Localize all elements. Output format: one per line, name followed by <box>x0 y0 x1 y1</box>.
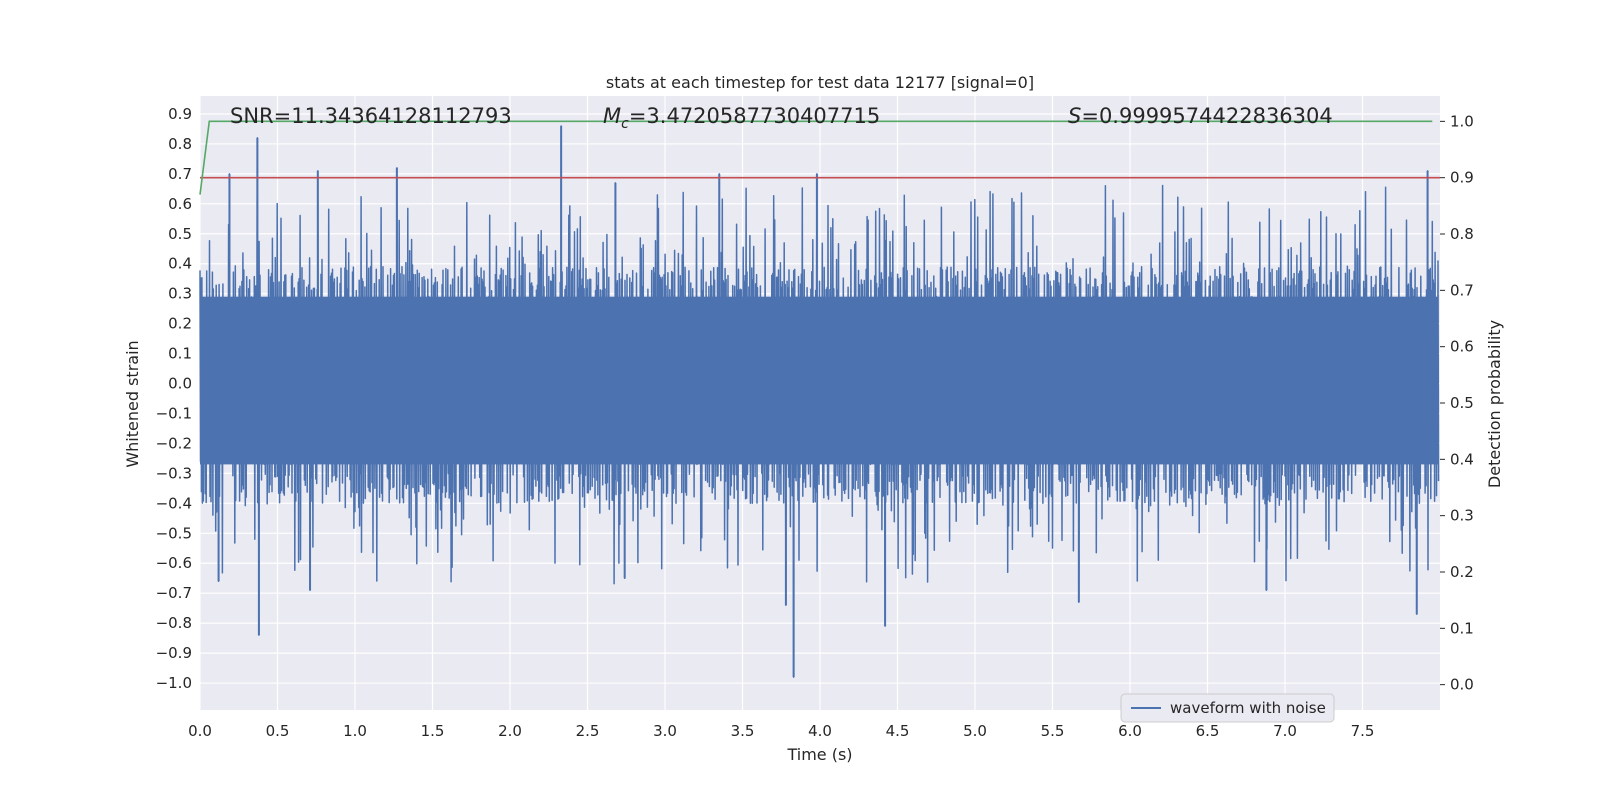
y2-tick-label: 0.2 <box>1450 563 1474 581</box>
x-tick-label: 7.0 <box>1273 722 1297 740</box>
legend: waveform with noise <box>1120 693 1335 723</box>
y-tick-label: 0.8 <box>168 135 192 153</box>
chirp-mass-annotation: Mc=3.4720587730407715 <box>603 104 880 132</box>
probability-series <box>199 120 1440 195</box>
y2-tick-label: 0.6 <box>1450 338 1474 356</box>
y-tick-label: −0.3 <box>156 464 192 482</box>
y2-axis-label: Detection probability <box>1485 320 1504 488</box>
y-tick-label: 0.4 <box>168 255 192 273</box>
x-tick-label: 6.5 <box>1196 722 1220 740</box>
x-tick-label: 4.0 <box>808 722 832 740</box>
y-tick-label: −0.2 <box>156 434 192 452</box>
y2-tick-label: 0.4 <box>1450 450 1474 468</box>
y2-tick-label: 0.3 <box>1450 507 1474 525</box>
y-tick-label: −0.8 <box>156 614 192 632</box>
snr-annotation: SNR=11.34364128112793 <box>230 104 512 128</box>
x-tick-label: 5.0 <box>963 722 987 740</box>
y-axis-label: Whitened strain <box>123 340 142 467</box>
y2-tick-label: 0.0 <box>1450 676 1474 694</box>
y-tick-label: −0.4 <box>156 494 192 512</box>
x-tick-label: 0.5 <box>266 722 290 740</box>
waveform-core-band <box>200 296 1439 465</box>
y-axis-ticks: 0.9 0.8 0.7 0.6 0.5 0.4 0.3 0.2 0.1 0.0 −0.1 −0.2 −0… <box>156 105 192 692</box>
y2-tick-label: 1.0 <box>1450 112 1474 130</box>
x-tick-label: 5.5 <box>1041 722 1065 740</box>
x-axis-ticks: 0.0 0.5 1.0 1.5 2.0 2.5 3.0 3.5 4.0 4.5 5.0 5.5 6.0 6… <box>188 722 1374 740</box>
y-tick-label: −0.5 <box>156 524 192 542</box>
s-annotation: S=0.9999574422836304 <box>1068 104 1333 128</box>
waveform-series <box>199 125 1440 678</box>
y-tick-label: 0.3 <box>168 285 192 303</box>
x-tick-label: 2.0 <box>498 722 522 740</box>
legend-label: waveform with noise <box>1170 699 1326 717</box>
y2-tick-label: 0.7 <box>1450 281 1474 299</box>
x-tick-label: 6.0 <box>1118 722 1142 740</box>
y-tick-label: −0.9 <box>156 644 192 662</box>
y-tick-label: 0.6 <box>168 195 192 213</box>
x-tick-label: 4.5 <box>886 722 910 740</box>
x-tick-label: 7.5 <box>1351 722 1375 740</box>
x-tick-label: 0.0 <box>188 722 212 740</box>
y-tick-label: 0.1 <box>168 345 192 363</box>
x-tick-label: 3.5 <box>731 722 755 740</box>
x-tick-label: 1.0 <box>343 722 367 740</box>
y-tick-label: −0.6 <box>156 554 192 572</box>
y2-tick-label: 0.5 <box>1450 394 1474 412</box>
y2-tick-label: 0.9 <box>1450 169 1474 187</box>
y-tick-label: 0.7 <box>168 165 192 183</box>
y-tick-label: −0.7 <box>156 584 192 602</box>
x-tick-label: 1.5 <box>421 722 445 740</box>
legend-box <box>1120 693 1335 723</box>
y-tick-label: 0.9 <box>168 105 192 123</box>
y-tick-label: 0.5 <box>168 225 192 243</box>
probability-line <box>199 120 1433 195</box>
chart-title: stats at each timestep for test data 121… <box>606 73 1034 92</box>
y-tick-label: −0.1 <box>156 404 192 422</box>
y-tick-label: 0.0 <box>168 375 192 393</box>
x-axis-label: Time (s) <box>786 745 852 764</box>
x-tick-label: 3.0 <box>653 722 677 740</box>
y2-tick-label: 0.1 <box>1450 619 1474 637</box>
y2-axis-ticks: 1.0 0.9 0.8 0.7 0.6 0.5 0.4 0.3 0.2 0.1 0.0 <box>1440 112 1474 694</box>
y-tick-label: −1.0 <box>156 674 192 692</box>
y2-tick-label: 0.8 <box>1450 225 1474 243</box>
x-tick-label: 2.5 <box>576 722 600 740</box>
y-tick-label: 0.2 <box>168 315 192 333</box>
